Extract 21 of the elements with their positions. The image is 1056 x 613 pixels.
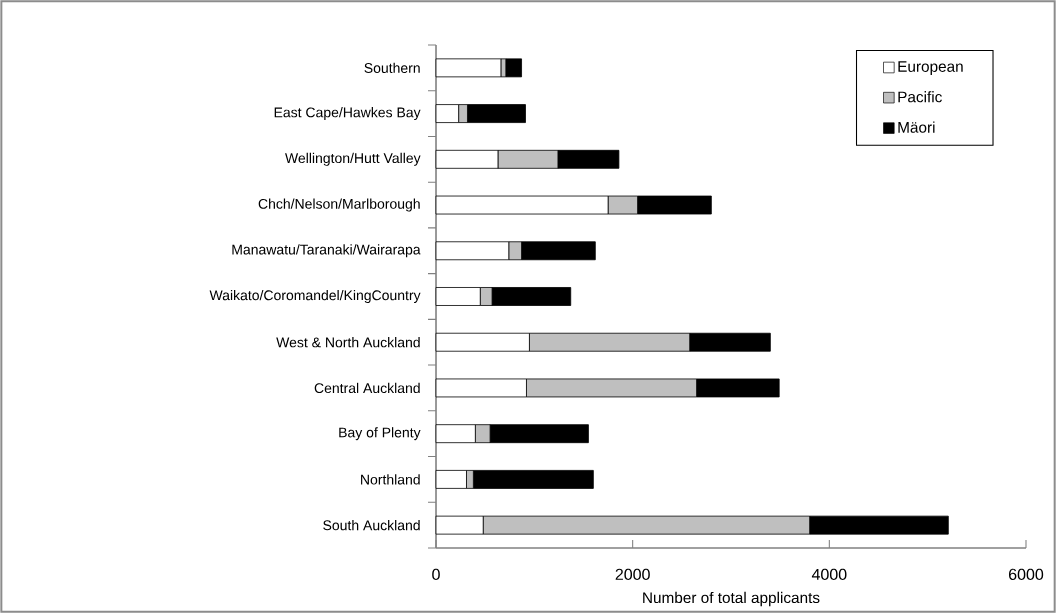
legend-label: Pacific [898,91,942,103]
legend-label: Mäori [898,121,935,133]
x-tick-label: 2000 [615,568,650,581]
y-tick-label: Central Auckland [314,382,420,394]
y-tick-label: Wellington/Hutt Valley [285,152,421,166]
y-tick-label: Southern [364,62,420,74]
y-tick-label: Waikato/Coromandel/KingCountry [209,289,421,304]
x-tick-label: 6000 [1009,568,1044,581]
x-tick-label: 4000 [811,568,847,581]
bar [505,58,522,78]
y-tick-label: Manawatu/Taranaki/Wairarapa [232,244,421,258]
x-axis-title: Number of total applicants [643,591,820,607]
y-tick-label: West & North Auckland [276,337,420,348]
bar [435,58,502,78]
y-tick-label: East Cape/Hawkes Bay [274,107,421,121]
y-tick-label: Northland [361,474,420,485]
x-tick-label: 0 [432,568,440,581]
y-tick-label: Bay of Plenty [339,427,421,441]
legend-label: European [898,61,963,75]
y-tick-label: Chch/Nelson/Marlborough [258,198,420,212]
y-tick-label: South Auckland [323,519,420,531]
